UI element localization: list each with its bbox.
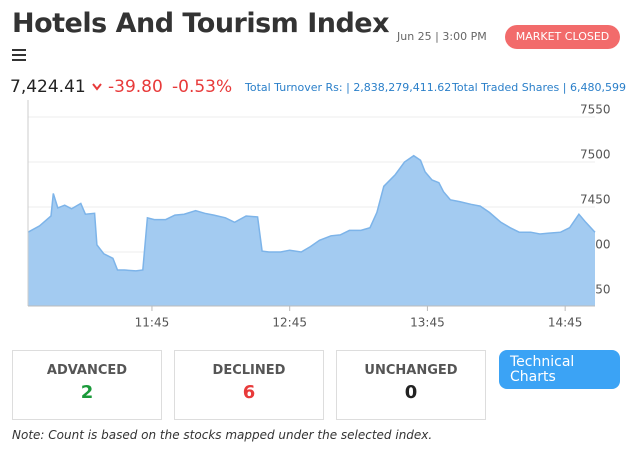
- breadth-label: ADVANCED: [46, 363, 128, 378]
- breadth-card: UNCHANGED 0: [336, 350, 486, 420]
- menu-icon[interactable]: [12, 48, 26, 62]
- x-tick-label: 11:45: [135, 316, 170, 330]
- turnover: Total Turnover Rs: | 2,838,279,411.62: [245, 81, 452, 94]
- y-tick-label: 7500: [580, 148, 611, 162]
- y-tick-label: 7550: [580, 103, 611, 117]
- x-tick-label: 13:45: [410, 316, 445, 330]
- breadth-label: DECLINED: [212, 363, 286, 378]
- area-fill: [28, 155, 595, 306]
- change-percent: -0.53%: [172, 77, 233, 97]
- y-tick-label: 7450: [580, 193, 611, 207]
- breadth-count: 0: [404, 382, 418, 403]
- note: Note: Count is based on the stocks mappe…: [12, 428, 433, 442]
- price-line: [27, 154, 596, 272]
- x-tick-label: 14:45: [548, 316, 583, 330]
- price: 7,424.41: [10, 77, 86, 97]
- datetime: Jun 25 | 3:00 PM: [397, 30, 487, 43]
- down-arrow: [92, 83, 102, 91]
- breadth-card: ADVANCED 2: [12, 350, 162, 420]
- change: -39.80: [108, 77, 163, 97]
- technical-charts-button[interactable]: Technical Charts: [499, 350, 620, 389]
- x-tick-label: 12:45: [272, 316, 307, 330]
- index-title: Hotels And Tourism Index: [12, 8, 390, 39]
- breadth-count: 2: [80, 382, 94, 403]
- breadth-count: 6: [242, 382, 256, 403]
- button-label: Technical Charts: [510, 354, 575, 385]
- market-status: MARKET CLOSED: [505, 25, 620, 49]
- breadth-card: DECLINED 6: [174, 350, 324, 420]
- breadth-label: UNCHANGED: [364, 363, 458, 378]
- traded-shares: Total Traded Shares | 6,480,599: [452, 81, 626, 94]
